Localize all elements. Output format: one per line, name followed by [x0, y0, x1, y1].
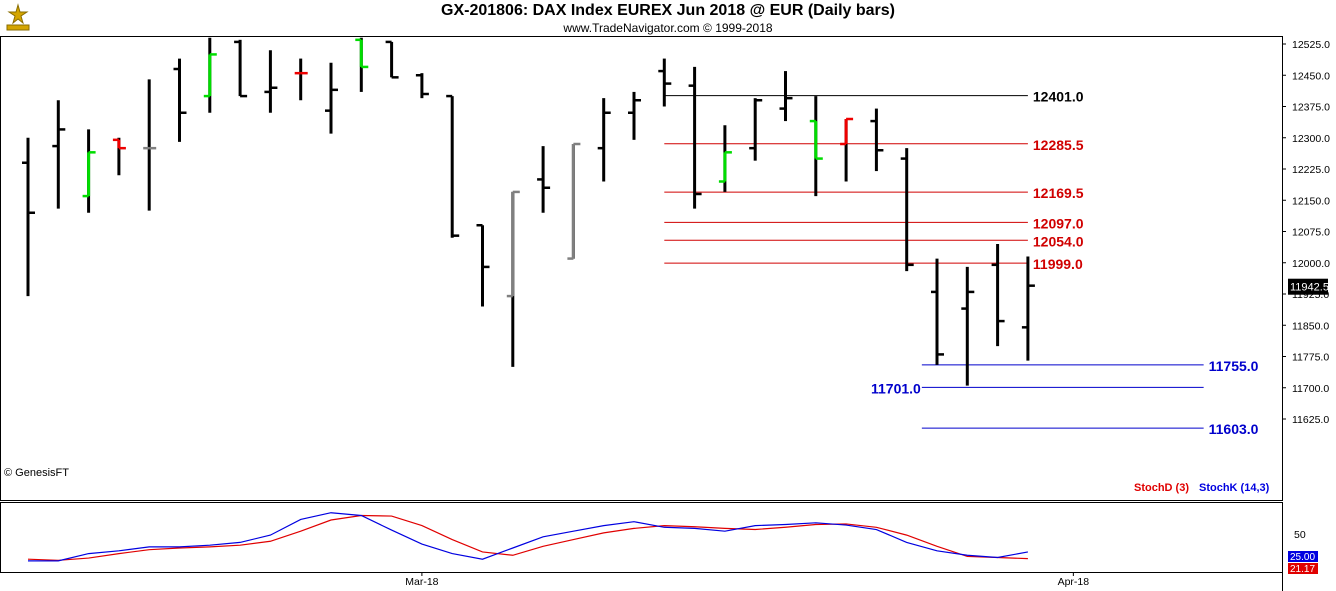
level-label: 12285.5 — [1033, 137, 1084, 153]
stoch-panel-frame — [0, 502, 1283, 573]
ohlc-bar — [52, 100, 66, 209]
ohlc-bar — [840, 117, 854, 182]
copyright-label: © GenesisFT — [4, 467, 69, 479]
stoch-last-value-marker — [1288, 563, 1318, 574]
ohlc-bar — [718, 125, 732, 192]
last-price-marker — [1288, 278, 1328, 295]
y-tick-label: 12375.0 — [1292, 102, 1330, 114]
level-label: 12054.0 — [1033, 233, 1084, 249]
ohlc-bar — [385, 40, 399, 79]
ohlc-bar — [264, 50, 278, 113]
ohlc-bar — [991, 244, 1005, 347]
level-label: 11603.0 — [1209, 421, 1259, 437]
y-tick-label: 12525.0 — [1292, 39, 1330, 51]
y-tick-label: 11775.0 — [1292, 352, 1329, 364]
level-label: 11999.0 — [1033, 256, 1083, 272]
ohlc-bar — [476, 224, 490, 307]
ohlc-bar — [809, 96, 823, 197]
ohlc-bar — [658, 58, 672, 107]
y-tick-label: 12000.0 — [1292, 258, 1330, 270]
ohlc-bar — [1021, 256, 1035, 361]
y-tick-label: 12450.0 — [1292, 70, 1330, 82]
level-label: 12169.5 — [1033, 185, 1084, 201]
level-label: 11701.0 — [871, 380, 921, 396]
stoch-y-tick-label: 50 — [1294, 529, 1306, 541]
ohlc-bar — [294, 58, 308, 101]
level-label: 11755.0 — [1209, 358, 1259, 374]
level-label: 12097.0 — [1033, 215, 1084, 231]
y-tick-label: 11700.0 — [1292, 383, 1329, 395]
ohlc-bar — [961, 266, 975, 386]
ohlc-bar — [446, 94, 460, 238]
y-tick-label: 12300.0 — [1292, 133, 1330, 145]
ohlc-bar — [234, 39, 248, 98]
ohlc-bar — [22, 137, 35, 297]
y-tick-label: 11850.0 — [1292, 320, 1329, 332]
legend-stoch-k: StochK (14,3) — [1199, 482, 1270, 494]
ohlc-bar — [415, 73, 429, 99]
ohlc-bar — [173, 58, 187, 142]
stoch-line-d — [27, 514, 1028, 561]
ohlc-bar — [537, 146, 551, 213]
price-panel-frame — [0, 36, 1283, 501]
ohlc-bar — [628, 91, 641, 140]
ohlc-bar — [597, 98, 611, 182]
ohlc-bar — [779, 71, 793, 122]
genesis-logo-icon — [3, 3, 33, 33]
chart-title: GX-201806: DAX Index EUREX Jun 2018 @ EU… — [441, 2, 895, 19]
ohlc-bar — [325, 62, 338, 134]
ohlc-bar — [567, 142, 581, 260]
level-label: 12401.0 — [1033, 89, 1084, 105]
legend-stoch-d: StochD (3) — [1134, 482, 1189, 494]
y-tick-label: 11625.0 — [1292, 414, 1329, 426]
y-tick-label: 12150.0 — [1292, 195, 1330, 207]
last-price-label: 11942.5 — [1290, 282, 1329, 294]
ohlc-bar — [506, 190, 520, 367]
ohlc-bar — [203, 37, 217, 113]
ohlc-bar — [688, 66, 702, 209]
stoch-last-value-marker — [1288, 551, 1318, 562]
ohlc-bar — [112, 137, 126, 176]
y-tick-label: 12225.0 — [1292, 164, 1330, 176]
ohlc-bar — [931, 258, 944, 365]
ohlc-bar — [900, 148, 914, 272]
x-tick-label: Apr-18 — [1058, 576, 1090, 588]
chart-subtitle: www.TradeNavigator.com © 1999-2018 — [563, 21, 773, 35]
ohlc-bar — [355, 37, 369, 92]
stoch-last-value-label: 21.17 — [1290, 564, 1315, 575]
stoch-last-value-label: 25.00 — [1290, 552, 1315, 563]
stoch-line-k — [28, 512, 1029, 562]
ohlc-bar — [143, 79, 157, 211]
x-tick-label: Mar-18 — [405, 576, 438, 588]
ohlc-bar — [749, 98, 763, 161]
ohlc-bar — [870, 108, 884, 172]
ohlc-bar — [82, 129, 96, 213]
y-tick-label: 12075.0 — [1292, 227, 1330, 239]
